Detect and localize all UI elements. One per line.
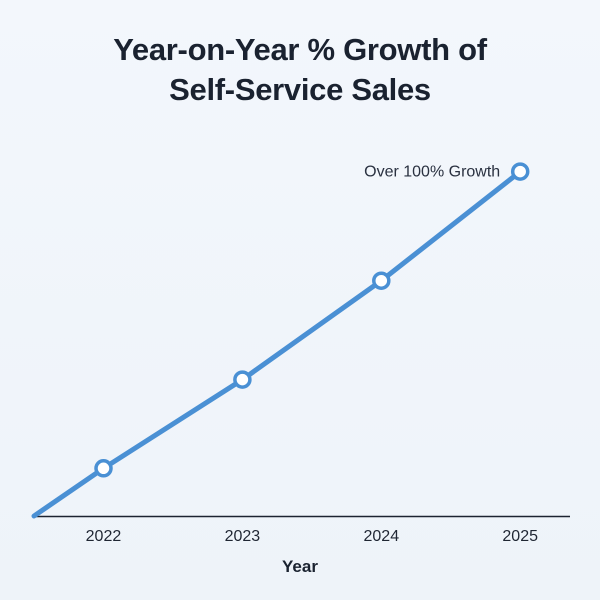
data-point-2023 <box>233 370 252 389</box>
marker-layer <box>94 162 530 478</box>
x-tick-label-2023: 2023 <box>225 528 261 545</box>
x-tick-label-2024: 2024 <box>364 528 400 545</box>
chart-title-line-1: Year-on-Year % Growth of <box>113 32 487 67</box>
x-tick-label-2025: 2025 <box>502 528 538 545</box>
label-layer: 2022 2023 2024 2025 Year Over 100% Growth <box>86 164 538 576</box>
x-axis-title: Year <box>282 557 318 576</box>
data-point-2024 <box>372 271 391 290</box>
data-point-2022 <box>94 459 113 478</box>
annotation-label: Over 100% Growth <box>364 164 500 181</box>
chart-title-line-2: Self-Service Sales <box>169 72 431 107</box>
x-tick-label-2022: 2022 <box>86 528 122 545</box>
data-point-2025 <box>510 162 530 181</box>
chart-title: Year-on-Year % Growth of Self-Service Sa… <box>0 30 600 110</box>
